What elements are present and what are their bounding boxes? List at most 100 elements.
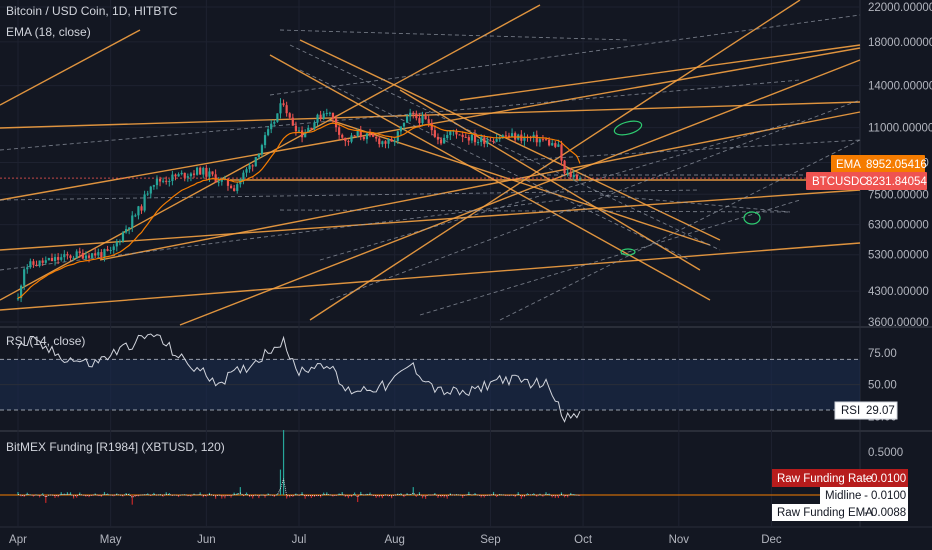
- candle-body: [267, 129, 270, 136]
- candle-body: [331, 112, 335, 119]
- candle-body: [41, 260, 44, 263]
- trendline: [0, 242, 861, 311]
- rsi-title: RSI (14, close): [6, 334, 85, 348]
- candle-body: [325, 113, 328, 115]
- candle-body: [155, 178, 159, 186]
- rsi-tick-label: 50.00: [868, 380, 897, 392]
- candle-body: [544, 139, 548, 141]
- candle-body: [84, 255, 88, 259]
- candle-body: [476, 142, 480, 144]
- candle-body: [514, 133, 517, 140]
- candle-body: [492, 140, 495, 142]
- candle-body: [248, 165, 251, 170]
- candle-body: [26, 267, 29, 270]
- candle-body: [186, 176, 189, 178]
- ema-label-name: EMA: [836, 159, 861, 171]
- candle-body: [480, 137, 483, 143]
- candle-body: [384, 141, 387, 144]
- funding-ema-value: 0.0088: [871, 507, 906, 519]
- candle-body: [276, 113, 279, 122]
- candle-body: [165, 180, 168, 182]
- candle-body: [433, 130, 436, 137]
- candle-body: [134, 215, 137, 217]
- candle-body: [322, 113, 325, 119]
- candle-body: [236, 184, 239, 191]
- candle-body: [507, 135, 511, 137]
- candle-body: [72, 257, 75, 259]
- price-label-value: 8231.84054: [866, 176, 927, 188]
- candle-body: [291, 117, 294, 126]
- candle-body: [421, 115, 424, 124]
- dashed-trendline: [269, 14, 861, 96]
- candle-body: [109, 250, 112, 252]
- trendline: [0, 101, 861, 129]
- candle-body: [146, 193, 149, 195]
- candle-body: [44, 260, 47, 263]
- y-tick-label: 18000.00000: [868, 37, 932, 49]
- y-axis[interactable]: 22000.00000 18000.00000 14000.00000 11000.0…: [868, 2, 932, 459]
- candle-body: [121, 232, 125, 242]
- trendline: [0, 4, 541, 301]
- y-tick-label: 3600.00000: [868, 317, 929, 329]
- candle-body: [424, 115, 427, 120]
- ema-series: [17, 122, 581, 299]
- candle-body: [572, 174, 575, 178]
- candle-body: [378, 138, 381, 145]
- dashed-trendline: [289, 44, 721, 251]
- candle-body: [316, 114, 319, 123]
- y-tick-label: 7500.00000: [868, 189, 929, 201]
- candle-body: [233, 188, 236, 191]
- candle-body: [124, 229, 128, 233]
- candle-body: [362, 137, 365, 140]
- trendline: [0, 189, 861, 251]
- candle-body: [118, 241, 122, 243]
- candle-body: [282, 103, 285, 106]
- candle-body: [226, 178, 230, 186]
- candle-body: [464, 136, 467, 138]
- candle-body: [112, 246, 115, 251]
- x-tick-label: Sep: [480, 534, 500, 546]
- candle-body: [140, 206, 143, 211]
- dashed-trendline: [0, 189, 701, 201]
- candle-body: [78, 251, 81, 253]
- candle-body: [63, 254, 66, 258]
- pane-separators: [0, 0, 932, 528]
- candle-body: [365, 133, 369, 140]
- circle-marker: [620, 248, 636, 256]
- dashed-trendline: [319, 119, 801, 261]
- candle-body: [251, 165, 254, 167]
- candle-body: [402, 122, 406, 127]
- dashed-trendline: [279, 29, 631, 41]
- btcusdc-price-label: BTCUSDC 8231.84054: [806, 172, 927, 190]
- funding-tick-label: 0.5000: [868, 447, 903, 459]
- candle-body: [467, 137, 470, 141]
- candle-body: [189, 173, 193, 177]
- rsi-label-name: RSI: [841, 405, 860, 417]
- dashed-trendline: [279, 209, 791, 213]
- candle-body: [405, 116, 409, 123]
- x-tick-label: May: [100, 534, 122, 546]
- funding-ema-name: Raw Funding EMA: [777, 507, 873, 519]
- candle-body: [174, 174, 177, 177]
- candle-body: [473, 134, 477, 143]
- funding-ema-sep: -: [864, 507, 868, 519]
- candle-body: [273, 121, 276, 124]
- trendline: [0, 29, 141, 106]
- candle-body: [263, 135, 267, 146]
- candle-body: [304, 132, 307, 138]
- candle-body: [205, 167, 208, 177]
- candle-body: [294, 125, 298, 132]
- candle-body: [106, 249, 109, 251]
- candle-body: [486, 140, 489, 144]
- candle-body: [38, 260, 41, 266]
- candle-body: [257, 154, 260, 158]
- x-axis[interactable]: Apr May Jun Jul Aug Sep Oct Nov Dec: [9, 534, 782, 546]
- candle-body: [489, 140, 492, 142]
- trendline: [0, 47, 861, 201]
- candle-body: [430, 123, 433, 131]
- rsi-label-value: 29.07: [866, 405, 895, 417]
- trendline: [309, 0, 801, 321]
- candle-body: [254, 157, 257, 167]
- candle-body: [158, 178, 162, 182]
